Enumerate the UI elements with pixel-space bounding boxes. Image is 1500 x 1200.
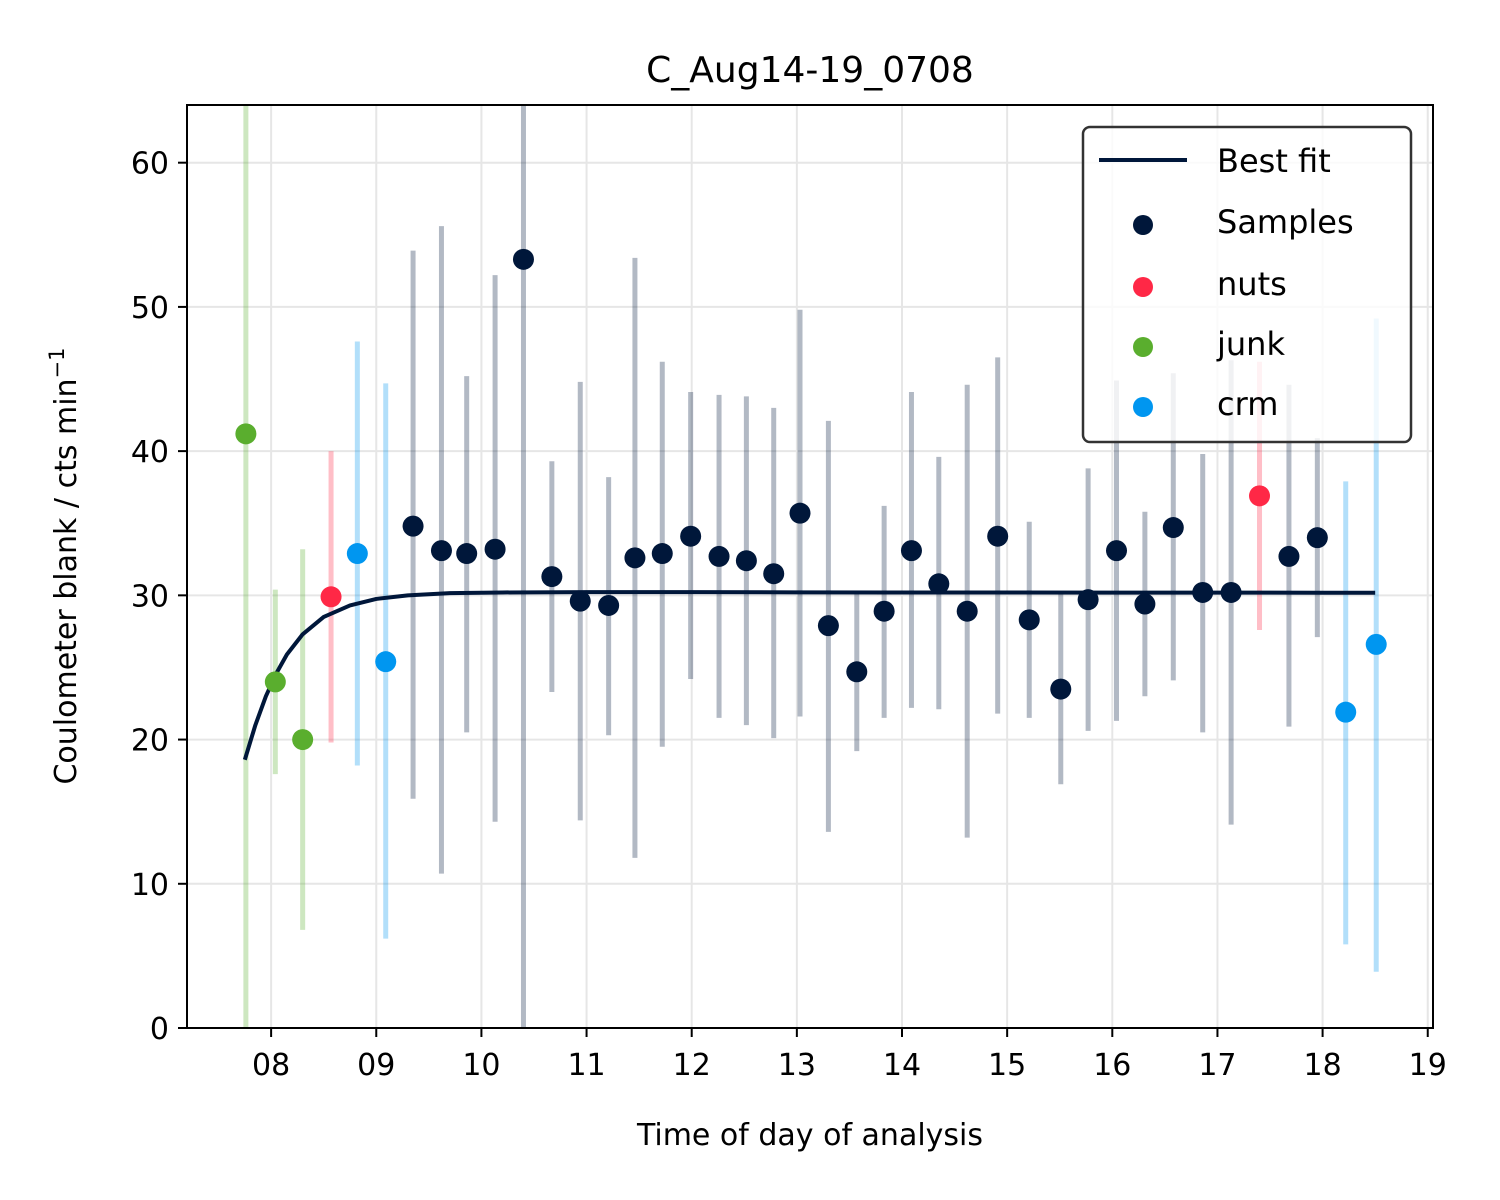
x-tick-label: 09 <box>357 1048 395 1083</box>
samples-point <box>456 543 478 565</box>
samples-point <box>402 515 424 537</box>
legend-samples-label: Samples <box>1217 203 1354 241</box>
samples-point <box>651 543 673 565</box>
legend-nuts-label: nuts <box>1217 265 1287 303</box>
samples-point <box>541 566 563 588</box>
y-tick-label: 10 <box>131 868 169 903</box>
samples-point <box>789 502 811 524</box>
legend-crm-marker <box>1133 397 1153 417</box>
crm-point <box>375 651 397 673</box>
samples-point <box>598 594 620 616</box>
plot-frame <box>186 104 1434 1029</box>
samples-point <box>1162 517 1184 539</box>
nuts-point <box>1249 485 1271 507</box>
samples-point <box>873 600 895 622</box>
samples-point <box>708 545 730 567</box>
samples-point <box>1018 609 1040 631</box>
samples-point <box>900 540 922 562</box>
y-axis-label-main: Coulometer blank / cts min <box>49 378 84 784</box>
legend-samples-marker <box>1133 215 1153 235</box>
samples-point <box>763 563 785 585</box>
samples-point <box>1306 527 1328 549</box>
y-axis-label-superscript: −1 <box>45 347 69 378</box>
nuts-point <box>320 586 342 608</box>
legend: Best fit Samples nuts junk crm <box>1081 125 1413 444</box>
y-tick-label: 0 <box>150 1012 169 1047</box>
samples-point <box>817 615 839 637</box>
x-axis-ticks: 08 09 10 11 12 13 14 15 16 17 18 19 <box>252 1028 1447 1083</box>
legend-junk-label: junk <box>1216 325 1285 363</box>
samples-point <box>1077 589 1099 611</box>
best-fit-line <box>242 590 1376 761</box>
samples-point <box>735 550 757 572</box>
crm-point <box>346 543 368 565</box>
y-tick-label: 30 <box>131 579 169 614</box>
samples-point <box>484 538 506 560</box>
legend-nuts-marker <box>1133 277 1153 297</box>
legend-junk-marker <box>1133 337 1153 357</box>
samples-point <box>1050 678 1072 700</box>
legend-best-fit-label: Best fit <box>1217 142 1331 180</box>
x-tick-label: 15 <box>988 1048 1026 1083</box>
samples-point <box>1134 593 1156 615</box>
samples-point <box>928 573 950 595</box>
x-tick-label: 11 <box>567 1048 605 1083</box>
y-axis-label: Coulometer blank / cts min−1 <box>45 347 84 784</box>
best-fit-layer <box>242 590 1376 761</box>
x-tick-label: 13 <box>778 1048 816 1083</box>
samples-point <box>680 525 702 547</box>
x-axis-label: Time of day of analysis <box>636 1118 983 1153</box>
samples-point <box>1220 581 1242 603</box>
y-tick-label: 20 <box>131 724 169 759</box>
y-tick-label: 40 <box>131 435 169 470</box>
samples-point <box>624 547 646 569</box>
crm-point <box>1335 701 1357 723</box>
x-tick-label: 12 <box>673 1048 711 1083</box>
samples-point <box>1192 581 1214 603</box>
junk-point <box>235 423 257 445</box>
samples-point <box>569 590 591 612</box>
samples-point <box>430 540 452 562</box>
x-tick-label: 19 <box>1409 1048 1447 1083</box>
legend-crm-label: crm <box>1217 385 1278 423</box>
legend-frame <box>1081 125 1413 444</box>
x-tick-label: 16 <box>1093 1048 1131 1083</box>
y-tick-label: 60 <box>131 147 169 182</box>
samples-point <box>956 600 978 622</box>
samples-point <box>1106 540 1128 562</box>
x-tick-label: 18 <box>1304 1048 1342 1083</box>
crm-point <box>1365 633 1387 655</box>
junk-point <box>264 671 286 693</box>
junk-point <box>292 729 314 751</box>
x-tick-label: 14 <box>883 1048 921 1083</box>
x-tick-label: 08 <box>252 1048 290 1083</box>
y-axis-ticks: 0 10 20 30 40 50 60 <box>131 147 187 1047</box>
x-tick-label: 17 <box>1198 1048 1236 1083</box>
samples-point <box>1278 545 1300 567</box>
samples-point <box>987 525 1009 547</box>
samples-point <box>512 248 534 270</box>
chart-title: C_Aug14-19_0708 <box>646 50 974 91</box>
x-tick-label: 10 <box>462 1048 500 1083</box>
samples-point <box>846 661 868 683</box>
data-points <box>235 248 1387 751</box>
y-tick-label: 50 <box>131 291 169 326</box>
